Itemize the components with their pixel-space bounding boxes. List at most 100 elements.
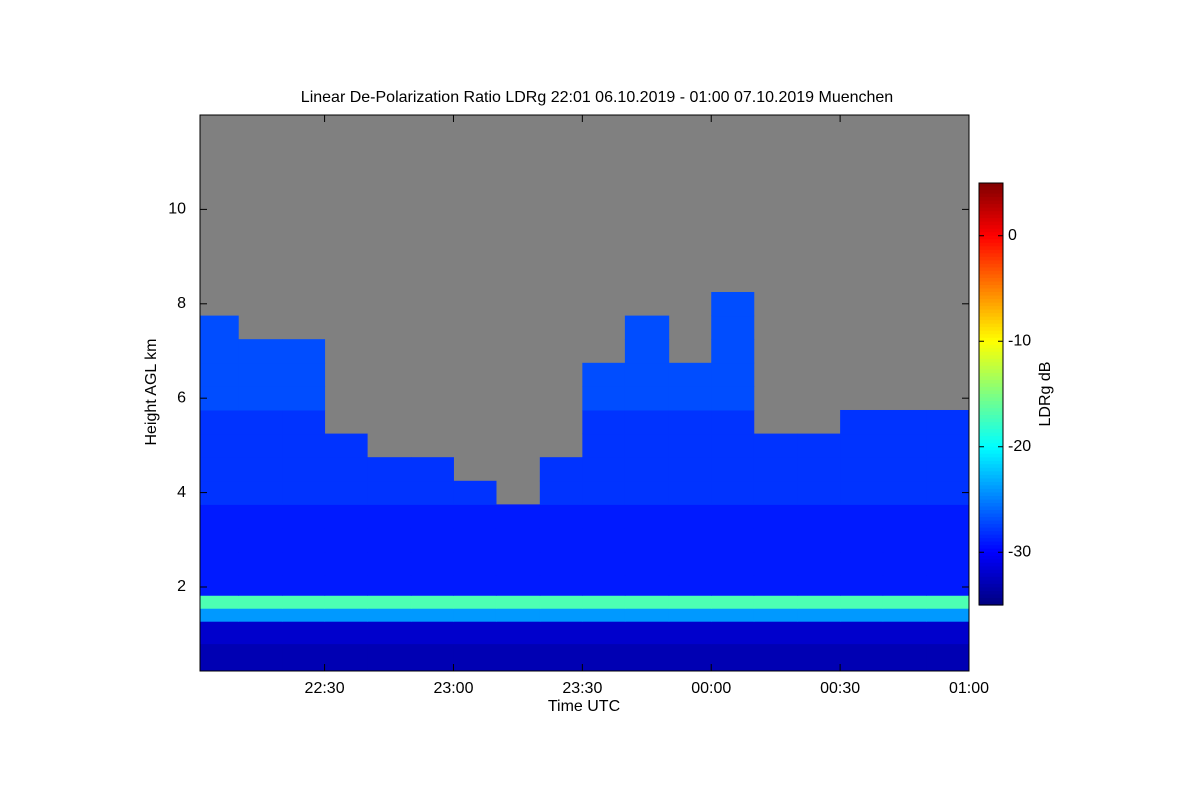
heatmap-cell bbox=[282, 386, 326, 411]
heatmap-cell bbox=[840, 433, 884, 458]
heatmap-cell bbox=[797, 433, 841, 458]
heatmap-cell bbox=[410, 480, 454, 505]
heatmap-cell bbox=[711, 551, 755, 576]
colorbar-step bbox=[979, 552, 1003, 557]
heatmap-cell bbox=[926, 595, 970, 609]
heatmap-cell bbox=[453, 595, 497, 609]
colorbar-step bbox=[979, 422, 1003, 427]
colorbar-step bbox=[979, 432, 1003, 437]
plot-frame bbox=[199, 114, 970, 672]
heatmap-cell bbox=[711, 409, 755, 435]
colorbar-step bbox=[979, 555, 1003, 560]
colorbar-step bbox=[979, 513, 1003, 518]
heatmap-cell bbox=[668, 551, 712, 576]
heatmap-cell bbox=[624, 504, 670, 529]
heatmap-cell bbox=[711, 291, 755, 317]
heatmap-cell bbox=[238, 433, 283, 458]
colorbar-step bbox=[979, 277, 1003, 283]
heatmap-cell bbox=[624, 362, 670, 387]
colorbar-step bbox=[979, 330, 1003, 335]
colorbar-step bbox=[979, 239, 1003, 244]
colorbar-step bbox=[979, 439, 1003, 444]
colorbar-step bbox=[979, 284, 1003, 290]
heatmap-cell bbox=[282, 608, 326, 622]
heatmap-cell bbox=[539, 457, 583, 482]
heatmap-cell bbox=[324, 504, 368, 529]
heatmap-cell bbox=[238, 643, 283, 672]
heatmap-cell bbox=[882, 504, 927, 529]
heatmap-cell bbox=[582, 551, 626, 576]
x-tick-label: 23:30 bbox=[562, 680, 602, 697]
heatmap-cell bbox=[324, 608, 368, 622]
heatmap-cell bbox=[711, 362, 755, 387]
colorbar-step bbox=[979, 503, 1003, 508]
heatmap-cell bbox=[453, 621, 497, 645]
heatmap-cell bbox=[200, 527, 239, 553]
heatmap-cell bbox=[582, 621, 626, 645]
heatmap-cell bbox=[926, 575, 970, 596]
colorbar-step bbox=[979, 341, 1003, 346]
colorbar-step bbox=[979, 404, 1003, 409]
colorbar-step bbox=[979, 446, 1003, 451]
heatmap-cell bbox=[624, 527, 670, 553]
heatmap-cell bbox=[753, 457, 799, 482]
heatmap-cell bbox=[453, 504, 497, 529]
heatmap-cell bbox=[282, 339, 326, 364]
heatmap-cell bbox=[200, 339, 239, 364]
heatmap-cell bbox=[582, 575, 626, 596]
heatmap-cell bbox=[582, 433, 626, 458]
colorbar-step bbox=[979, 295, 1003, 300]
heatmap-cell bbox=[367, 595, 412, 609]
x-tick-label: 00:30 bbox=[820, 680, 860, 697]
heatmap-cell bbox=[882, 480, 927, 505]
heatmap-cell bbox=[624, 595, 670, 609]
heatmap-cell bbox=[367, 608, 412, 622]
heatmap-cell bbox=[624, 339, 670, 364]
heatmap-cell bbox=[926, 551, 970, 576]
colorbar-step bbox=[979, 246, 1003, 251]
colorbar-step bbox=[979, 334, 1003, 339]
heatmap-cell bbox=[282, 433, 326, 458]
heatmap-cell bbox=[753, 480, 799, 505]
heatmap-cell bbox=[840, 621, 884, 645]
colorbar-step bbox=[979, 355, 1003, 360]
heatmap-cell bbox=[367, 457, 412, 482]
colorbar-step bbox=[979, 309, 1003, 314]
colorbar-step bbox=[979, 358, 1003, 363]
heatmap-cell bbox=[840, 643, 884, 672]
heatmap-cell bbox=[410, 527, 454, 553]
heatmap-cell bbox=[668, 457, 712, 482]
colorbar-tick-label: -30 bbox=[1008, 543, 1031, 560]
colorbar-step bbox=[979, 323, 1003, 328]
heatmap-cell bbox=[282, 595, 326, 609]
colorbar-step bbox=[979, 590, 1003, 596]
colorbar-step bbox=[979, 506, 1003, 511]
heatmap-cell bbox=[926, 527, 970, 553]
colorbar-step bbox=[979, 253, 1003, 258]
colorbar-step bbox=[979, 369, 1003, 374]
heatmap-cell bbox=[238, 480, 283, 505]
heatmap-cell bbox=[926, 608, 970, 622]
heatmap-cell bbox=[797, 595, 841, 609]
colorbar-step bbox=[979, 197, 1003, 202]
heatmap-cell bbox=[453, 480, 497, 505]
heatmap-cell bbox=[582, 457, 626, 482]
heatmap-cell bbox=[882, 643, 927, 672]
colorbar-step bbox=[979, 362, 1003, 367]
y-tick-label: 10 bbox=[168, 201, 186, 218]
heatmap-cell bbox=[711, 575, 755, 596]
heatmap-cell bbox=[711, 339, 755, 364]
heatmap-cell bbox=[410, 643, 454, 672]
heatmap-cell bbox=[539, 480, 583, 505]
heatmap-cell bbox=[367, 621, 412, 645]
colorbar-step bbox=[979, 263, 1003, 268]
heatmap-cell bbox=[367, 643, 412, 672]
heatmap-cell bbox=[797, 643, 841, 672]
colorbar-step bbox=[979, 524, 1003, 529]
colorbar-step bbox=[979, 559, 1003, 564]
colorbar-step bbox=[979, 379, 1003, 385]
colorbar-step bbox=[979, 235, 1003, 240]
colorbar-step bbox=[979, 306, 1003, 311]
heatmap-cell bbox=[324, 433, 368, 458]
heatmap-cell bbox=[495, 595, 541, 609]
